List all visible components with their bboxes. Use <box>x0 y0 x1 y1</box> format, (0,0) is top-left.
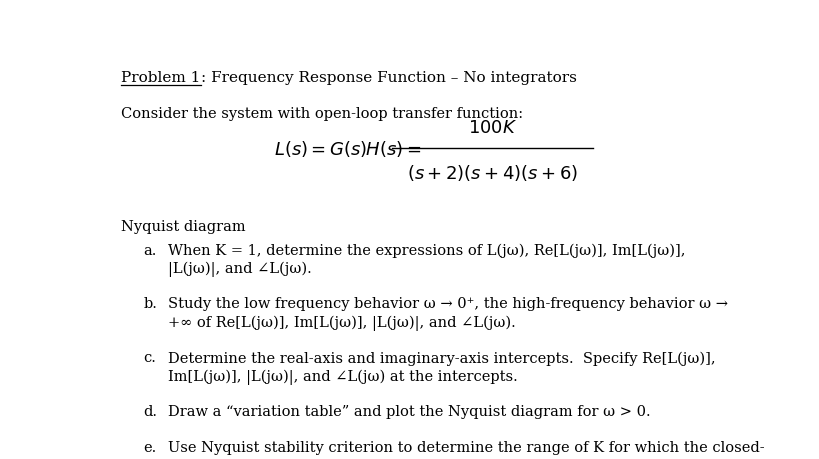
Text: |L(jω)|, and ∠L(jω).: |L(jω)|, and ∠L(jω). <box>168 262 311 277</box>
Text: loop system is stable.: loop system is stable. <box>168 458 327 459</box>
Text: +∞ of Re[L(jω)], Im[L(jω)], |L(jω)|, and ∠L(jω).: +∞ of Re[L(jω)], Im[L(jω)], |L(jω)|, and… <box>168 315 515 330</box>
Text: Im[L(jω)], |L(jω)|, and ∠L(jω) at the intercepts.: Im[L(jω)], |L(jω)|, and ∠L(jω) at the in… <box>168 369 518 384</box>
Text: Consider the system with open-loop transfer function:: Consider the system with open-loop trans… <box>121 106 523 120</box>
Text: $\mathit{L(s) = G(s)H(s) =}$: $\mathit{L(s) = G(s)H(s) =}$ <box>274 139 421 159</box>
Text: Problem 1: Problem 1 <box>121 71 201 85</box>
Text: When K = 1, determine the expressions of L(jω), Re[L(jω)], Im[L(jω)],: When K = 1, determine the expressions of… <box>168 243 686 257</box>
Text: Use Nyquist stability criterion to determine the range of K for which the closed: Use Nyquist stability criterion to deter… <box>168 440 764 453</box>
Text: $\mathit{(s+2)(s+4)(s+6)}$: $\mathit{(s+2)(s+4)(s+6)}$ <box>407 163 578 183</box>
Text: d.: d. <box>143 404 157 418</box>
Text: Determine the real-axis and imaginary-axis intercepts.  Specify Re[L(jω)],: Determine the real-axis and imaginary-ax… <box>168 351 715 365</box>
Text: : Frequency Response Function – No integrators: : Frequency Response Function – No integ… <box>201 71 577 85</box>
Text: Draw a “variation table” and plot the Nyquist diagram for ω > 0.: Draw a “variation table” and plot the Ny… <box>168 404 650 418</box>
Text: e.: e. <box>143 440 157 453</box>
Text: a.: a. <box>143 243 157 257</box>
Text: Study the low frequency behavior ω → 0⁺, the high-frequency behavior ω →: Study the low frequency behavior ω → 0⁺,… <box>168 297 728 311</box>
Text: c.: c. <box>143 351 156 364</box>
Text: $\mathit{100K}$: $\mathit{100K}$ <box>468 118 518 136</box>
Text: Nyquist diagram: Nyquist diagram <box>121 219 246 233</box>
Text: b.: b. <box>143 297 157 311</box>
